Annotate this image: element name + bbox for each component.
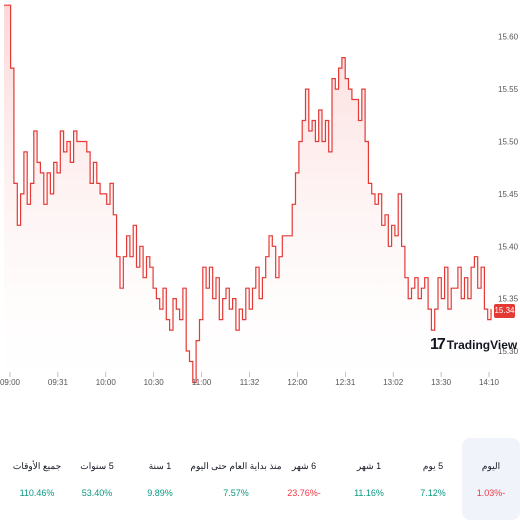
performance-tab[interactable]: 6 شهر 23.76%- xyxy=(275,438,333,520)
performance-value: 7.57% xyxy=(223,488,249,498)
performance-value: 110.46% xyxy=(19,488,55,498)
performance-label: 5 سنوات xyxy=(80,461,114,471)
y-tick-label: 15.35 xyxy=(498,295,519,304)
performance-tab[interactable]: 1 سنة 9.89% xyxy=(131,438,189,520)
last-price-badge: 15.34 xyxy=(494,304,515,318)
performance-tab[interactable]: جميع الأوقات 110.46% xyxy=(8,438,66,520)
x-tick-label: 12:00 xyxy=(287,378,308,387)
performance-label: 6 شهر xyxy=(291,461,317,471)
y-tick-label: 15.55 xyxy=(498,85,519,94)
performance-label: جميع الأوقات xyxy=(12,461,62,471)
y-tick-label: 15.45 xyxy=(498,190,519,199)
chart-svg: 15.60 15.55 15.50 15.45 15.40 15.35 15.30 09:0… xyxy=(0,4,519,387)
performance-row: اليوم 1.03%- 5 يوم 7.12% 1 شهر 11.16% 6 شهر 23.… xyxy=(0,438,520,520)
performance-tab[interactable]: 1 شهر 11.16% xyxy=(340,438,398,520)
performance-tab[interactable]: اليوم 1.03%- xyxy=(462,438,520,520)
y-tick-label: 15.30 xyxy=(498,347,519,356)
x-tick-label: 09:31 xyxy=(48,378,69,387)
performance-value: 11.16% xyxy=(354,488,384,498)
x-tick-label: 11:32 xyxy=(240,378,260,387)
performance-tab[interactable]: 5 سنوات 53.40% xyxy=(68,438,126,520)
x-tick-label: 13:30 xyxy=(431,378,452,387)
performance-label: 5 يوم xyxy=(422,461,444,471)
price-chart[interactable]: 15.60 15.55 15.50 15.45 15.40 15.35 15.30 09:0… xyxy=(0,0,520,400)
performance-value: 23.76%- xyxy=(287,488,321,498)
performance-value: 7.12% xyxy=(420,488,446,498)
x-axis: 09:00 09:31 10:00 10:30 11:00 11:32 12:00 12:31… xyxy=(0,372,500,387)
performance-label: اليوم xyxy=(481,461,501,471)
performance-tab[interactable]: 5 يوم 7.12% xyxy=(404,438,462,520)
x-tick-label: 11:00 xyxy=(192,378,212,387)
x-tick-label: 10:00 xyxy=(96,378,117,387)
performance-label: منذ بداية العام حتى اليوم xyxy=(190,461,282,471)
price-line xyxy=(4,4,492,384)
performance-tab[interactable]: منذ بداية العام حتى اليوم 7.57% xyxy=(190,438,281,520)
tradingview-logo[interactable]: 17 TradingView xyxy=(430,336,517,354)
x-tick-label: 10:30 xyxy=(144,378,165,387)
y-tick-label: 15.40 xyxy=(498,242,519,251)
performance-label: 1 شهر xyxy=(356,461,382,471)
x-tick-label: 12:31 xyxy=(335,378,356,387)
y-tick-label: 15.50 xyxy=(498,137,519,146)
performance-label: 1 سنة xyxy=(148,461,172,471)
y-axis: 15.60 15.55 15.50 15.45 15.40 15.35 15.30 xyxy=(498,33,519,356)
tradingview-logo-text: TradingView xyxy=(446,338,518,352)
y-tick-label: 15.60 xyxy=(498,33,519,42)
tradingview-logo-icon: 17 xyxy=(430,336,446,353)
x-tick-label: 13:02 xyxy=(383,378,404,387)
performance-value: 1.03%- xyxy=(476,488,506,498)
performance-value: 9.89% xyxy=(147,488,173,498)
price-area xyxy=(4,5,491,383)
x-tick-label: 09:00 xyxy=(0,378,21,387)
performance-value: 53.40% xyxy=(81,488,113,498)
x-tick-label: 14:10 xyxy=(479,378,500,387)
